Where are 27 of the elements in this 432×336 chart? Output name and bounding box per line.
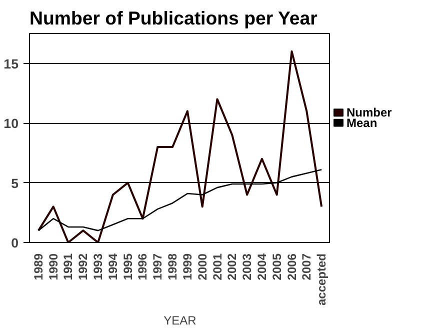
x-tick-label: 1999	[180, 253, 194, 280]
x-tick-label: 1994	[106, 253, 120, 280]
x-tick-label: 1990	[46, 253, 60, 280]
x-tick-label: 1989	[31, 253, 46, 280]
x-tick-label: 2002	[225, 253, 240, 280]
chart-title: Number of Publications per Year	[30, 8, 318, 28]
line-series	[37, 50, 323, 242]
x-tick-label: 1992	[76, 253, 90, 280]
x-tick-label: 2007	[300, 253, 314, 280]
y-tick-label: 0	[11, 236, 19, 250]
x-tick-label: 1991	[61, 253, 76, 280]
x-tick-label: 1995	[120, 253, 135, 280]
x-tick-label: 2006	[284, 253, 299, 280]
x-tick-label: 1998	[166, 253, 180, 280]
x-tick-label: 2001	[210, 253, 224, 280]
y-tick-label: 10	[4, 116, 19, 132]
x-tick-label: accepted	[314, 253, 329, 306]
y-tick-label: 15	[4, 56, 20, 72]
x-tick-label: 1996	[136, 253, 150, 280]
x-tick-label: 2005	[270, 253, 284, 280]
x-tick-label: 1997	[150, 253, 165, 280]
x-tick-label: 2003	[240, 253, 254, 280]
x-tick-label: 1993	[91, 253, 106, 280]
y-tick-label: 5	[11, 176, 20, 191]
x-tick-label: 2000	[195, 253, 210, 280]
x-axis-title: YEAR	[164, 314, 197, 328]
x-tick-label: 2004	[254, 253, 269, 280]
